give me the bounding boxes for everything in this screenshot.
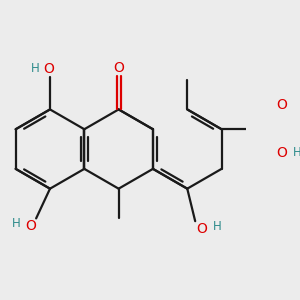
Text: O: O (276, 146, 287, 160)
Text: O: O (25, 219, 36, 233)
Text: O: O (276, 98, 287, 112)
Text: O: O (113, 61, 124, 75)
Text: O: O (196, 222, 207, 236)
Text: H: H (31, 62, 40, 75)
Text: H: H (213, 220, 222, 233)
Text: O: O (44, 62, 55, 76)
Text: H: H (293, 146, 300, 159)
Text: H: H (12, 218, 21, 230)
